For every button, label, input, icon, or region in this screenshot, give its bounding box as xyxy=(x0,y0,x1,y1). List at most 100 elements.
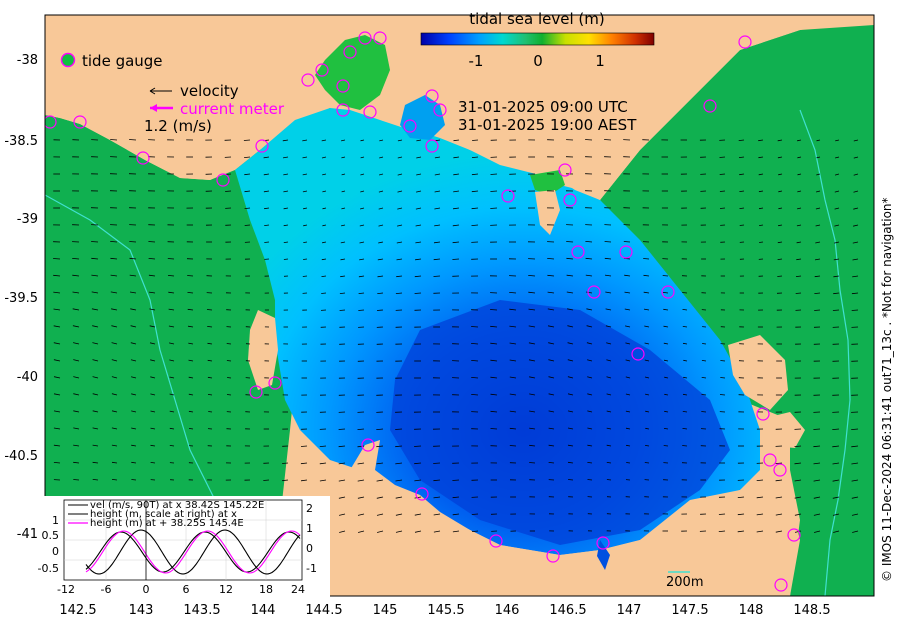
velocity-arrow xyxy=(471,156,479,158)
velocity-arrow xyxy=(131,427,137,430)
velocity-arrow xyxy=(338,462,346,465)
tide-gauge-marker xyxy=(558,163,572,177)
velocity-arrow xyxy=(397,156,403,159)
tide-gauge-marker xyxy=(403,119,417,133)
velocity-arrow xyxy=(321,292,327,294)
velocity-arrow xyxy=(92,393,99,396)
longitude-axis: 142.5 143 143.5 144 144.5 145 145.5 146 … xyxy=(59,603,830,618)
king-island xyxy=(248,310,278,390)
velocity-arrow xyxy=(797,139,802,142)
inset-right-tick: -1 xyxy=(306,562,317,575)
velocity-arrow xyxy=(566,257,574,260)
velocity-arrow xyxy=(775,496,783,499)
velocity-arrow xyxy=(547,325,555,328)
velocity-arrow xyxy=(207,326,213,328)
velocity-arrow xyxy=(264,241,270,243)
tide-gauge-marker xyxy=(336,103,350,117)
velocity-arrow xyxy=(53,308,61,311)
velocity-arrow xyxy=(682,445,688,447)
velocity-arrow xyxy=(338,479,346,482)
velocity-arrow xyxy=(379,139,384,142)
velocity-arrow xyxy=(416,139,422,142)
velocity-arrow xyxy=(149,325,156,328)
current-meter-arrowhead-icon xyxy=(150,104,157,112)
velocity-arrow xyxy=(832,428,840,430)
tide-gauge-marker xyxy=(315,63,329,77)
velocity-arrow xyxy=(340,275,346,278)
velocity-arrow xyxy=(471,190,479,193)
velocity-arrow xyxy=(283,224,289,227)
tide-gauge-marker xyxy=(703,99,717,113)
velocity-arrow xyxy=(509,445,517,447)
velocity-arrow xyxy=(168,325,175,328)
velocity-arrow xyxy=(777,258,783,260)
velocity-arrow xyxy=(415,224,422,227)
legend-current-meter: current meter xyxy=(180,100,285,118)
velocity-arrow xyxy=(111,376,118,379)
colorbar xyxy=(420,32,655,46)
velocity-arrow xyxy=(548,376,555,379)
velocity-arrow xyxy=(73,479,80,481)
velocity-arrow xyxy=(91,257,99,260)
velocity-arrow xyxy=(452,241,460,244)
velocity-arrow xyxy=(625,427,631,430)
velocity-arrow xyxy=(548,342,555,345)
velocity-arrow xyxy=(606,376,612,379)
velocity-arrow xyxy=(188,410,194,413)
lon-label: 144.5 xyxy=(305,603,342,618)
velocity-arrow xyxy=(853,224,859,227)
velocity-arrow xyxy=(794,462,802,465)
tide-gauge-marker xyxy=(787,528,801,542)
velocity-arrow xyxy=(376,462,384,465)
velocity-arrow xyxy=(682,342,688,345)
velocity-arrow xyxy=(303,258,308,260)
tide-gauge-marker xyxy=(546,549,560,563)
velocity-arrow xyxy=(129,274,137,277)
velocity-arrow xyxy=(509,292,517,294)
velocity-arrow xyxy=(414,513,422,516)
velocity-arrow xyxy=(813,496,821,499)
velocity-arrow xyxy=(625,342,631,345)
inset-x-tick: 6 xyxy=(183,583,190,596)
wilsons-promontory xyxy=(535,190,560,235)
velocity-arrow xyxy=(357,428,365,430)
inset-legend-vel: vel (m/s, 90T) at x 38.42S 145.22E xyxy=(90,500,264,511)
velocity-arrow xyxy=(587,410,593,413)
tide-gauge-marker xyxy=(773,463,787,477)
velocity-arrow xyxy=(130,376,137,379)
lon-label: 148.5 xyxy=(793,603,830,618)
velocity-arrow xyxy=(604,274,612,277)
velocity-arrow xyxy=(682,411,688,413)
velocity-arrow xyxy=(471,207,479,210)
velocity-arrow xyxy=(794,479,802,482)
velocity-arrow xyxy=(397,173,403,176)
velocity-arrow xyxy=(567,359,574,362)
velocity-arrow xyxy=(833,292,840,295)
velocity-arrow xyxy=(397,207,403,210)
velocity-arrow xyxy=(357,496,365,499)
tide-gauge-marker xyxy=(489,534,503,548)
velocity-arrow xyxy=(796,241,802,244)
velocity-arrow xyxy=(396,275,403,278)
colorbar-tick-1: 1 xyxy=(595,52,605,70)
velocity-arrow xyxy=(548,410,555,413)
velocity-arrow xyxy=(53,444,61,447)
velocity-arrow xyxy=(471,326,479,328)
tide-gauge-marker xyxy=(587,285,601,299)
velocity-arrow xyxy=(73,444,80,447)
velocity-arrow xyxy=(338,445,346,448)
lat-label: -39 xyxy=(17,212,38,227)
velocity-arrow xyxy=(168,291,175,294)
velocity-arrow xyxy=(832,462,840,465)
velocity-arrow xyxy=(53,462,61,464)
velocity-arrow xyxy=(149,308,156,311)
tide-gauge-marker xyxy=(361,438,375,452)
inset-legend-height-x: height (m, scale at right) at x xyxy=(90,509,237,520)
velocity-arrow xyxy=(433,496,441,499)
velocity-arrow xyxy=(72,291,80,294)
map-plot-area xyxy=(45,15,874,596)
velocity-arrow xyxy=(606,359,612,362)
velocity-arrow xyxy=(395,496,403,499)
velocity-arrow xyxy=(360,139,365,142)
velocity-arrow xyxy=(509,393,517,396)
